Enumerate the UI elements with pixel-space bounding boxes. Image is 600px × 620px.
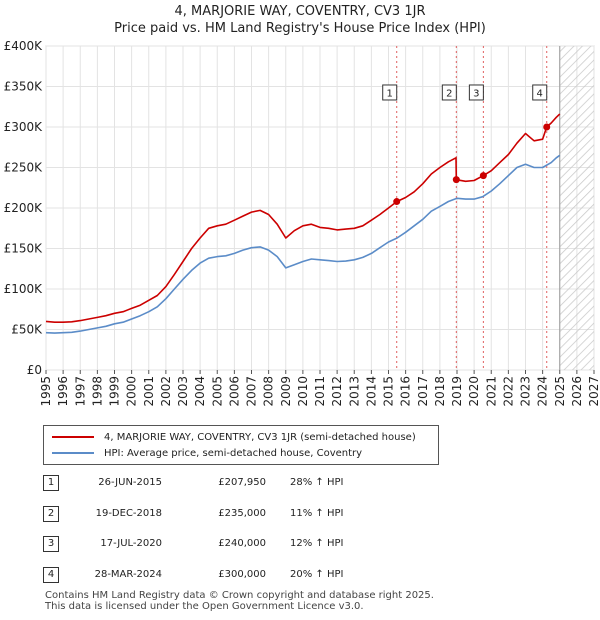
x-tick-label: 2000 [125,376,139,407]
y-tick-label: £0 [27,363,42,377]
sale-point [452,176,460,184]
sale-point [479,172,487,180]
sale-label-box [441,84,457,101]
x-tick-label: 2008 [262,376,276,407]
x-tick-label: 2017 [416,376,430,407]
table-row: 4 28-MAR-2024 £300,000 20% ↑ HPI [0,567,600,591]
sale-points [393,123,551,206]
row-date: 19-DEC-2018 [95,508,162,519]
y-tick-label: £50K [11,323,43,337]
x-tick-label: 2010 [296,376,310,407]
x-tick-label: 2025 [553,376,567,407]
legend-item-hpi: HPI: Average price, semi-detached house,… [52,446,362,460]
x-tick-label: 2021 [484,376,498,407]
y-tick-label: £200K [4,201,44,215]
sale-markers [396,46,548,370]
table-row: 2 19-DEC-2018 £235,000 11% ↑ HPI [0,506,600,530]
chart-title: 4, MARJORIE WAY, COVENTRY, CV3 1JR [174,4,426,19]
y-tick-label: £300K [4,120,44,134]
row-price: £300,000 [218,569,266,580]
sale-point [393,198,401,206]
x-tick-label: 1999 [108,376,122,407]
x-tick-label: 1997 [73,376,87,407]
x-tick-label: 2007 [245,376,259,407]
row-number: 2 [43,506,59,522]
x-tick-label: 2011 [313,376,327,407]
legend-item-property: 4, MARJORIE WAY, COVENTRY, CV3 1JR (semi… [52,430,416,444]
x-tick-label: 1998 [90,376,104,407]
x-tick-label: 2002 [159,376,173,407]
row-date: 17-JUL-2020 [100,538,162,549]
sale-label-text: 1 [387,88,393,99]
x-tick-label: 2027 [587,376,600,407]
series-lines [45,113,561,334]
x-tick-label: 1995 [39,376,53,407]
row-number: 4 [43,567,59,583]
legend-label-hpi: HPI: Average price, semi-detached house,… [104,447,363,459]
table-row: 3 17-JUL-2020 £240,000 12% ↑ HPI [0,536,600,560]
legend: 4, MARJORIE WAY, COVENTRY, CV3 1JR (semi… [43,425,439,465]
row-hpi: 28% ↑ HPI [290,477,344,488]
x-tick-label: 2023 [519,376,533,407]
x-tick-label: 1996 [56,376,70,407]
x-tick-label: 2020 [467,376,481,407]
row-price: £207,950 [218,477,266,488]
x-tick-label: 2018 [433,376,447,407]
x-tick-label: 2009 [279,376,293,407]
row-hpi: 12% ↑ HPI [290,538,344,549]
row-date: 28-MAR-2024 [94,569,162,580]
row-price: £235,000 [218,508,266,519]
row-hpi: 20% ↑ HPI [290,569,344,580]
row-number: 1 [43,475,59,491]
x-tick-label: 2004 [193,376,207,407]
x-tick-label: 2016 [399,376,413,407]
forecast-hatch [559,46,594,370]
y-tick-label: £250K [4,161,44,175]
y-tick-label: £100K [4,282,44,296]
x-tick-label: 2026 [570,376,584,407]
x-tick-label: 2015 [382,376,396,407]
price-chart: £0 £50K £100K £150K £200K £250K £300K £350K £400… [4,39,600,407]
legend-line-property [52,436,94,438]
sale-label-text: 2 [446,88,452,99]
x-tick-label: 2019 [450,376,464,407]
y-tick-label: £150K [4,242,44,256]
x-tick-label: 2001 [142,376,156,407]
x-tick-label: 2024 [536,376,550,407]
chart-subtitle: Price paid vs. HM Land Registry's House … [114,21,486,36]
sale-label-box [532,84,548,101]
legend-label-property: 4, MARJORIE WAY, COVENTRY, CV3 1JR (semi… [104,431,416,443]
x-tick-label: 2003 [176,376,190,407]
footer-line-2: This data is licensed under the Open Gov… [45,601,364,612]
series-line [45,154,561,334]
row-price: £240,000 [218,538,266,549]
footer: Contains HM Land Registry data © Crown c… [45,590,434,612]
forecast-hatch-area [559,46,594,370]
row-number: 3 [43,536,59,552]
axes: £0 £50K £100K £150K £200K £250K £300K £350K £400… [4,39,600,407]
table-row: 1 26-JUN-2015 £207,950 28% ↑ HPI [0,475,600,499]
x-tick-label: 2022 [501,376,515,407]
row-hpi: 11% ↑ HPI [290,508,344,519]
row-date: 26-JUN-2015 [98,477,162,488]
footer-line-1: Contains HM Land Registry data © Crown c… [45,590,434,601]
x-tick-label: 2012 [330,376,344,407]
sale-label-text: 3 [473,88,479,99]
y-tick-label: £400K [4,39,44,53]
x-tick-label: 2005 [210,376,224,407]
y-tick-label: £350K [4,80,44,94]
x-tick-label: 2014 [364,376,378,407]
x-tick-label: 2013 [347,376,361,407]
sale-labels: 1 2 3 4 [382,84,548,101]
sale-point [543,123,551,131]
series-line [45,113,561,323]
sale-label-text: 4 [537,88,543,99]
x-tick-label: 2006 [227,376,241,407]
legend-line-hpi [52,452,94,454]
sale-label-box [382,84,398,101]
sale-label-box [468,84,484,101]
